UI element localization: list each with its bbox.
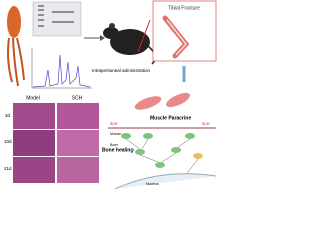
pathway-label: SCH bbox=[202, 122, 210, 126]
row-label: 3d bbox=[5, 113, 11, 118]
protein-node bbox=[135, 149, 145, 155]
row-label: 21d bbox=[4, 166, 12, 171]
pathway-label: Nucleus bbox=[146, 182, 159, 186]
gel-image bbox=[32, 1, 82, 37]
protein-node bbox=[185, 133, 195, 139]
tibial-fracture-label: Tibial Fracture bbox=[168, 5, 200, 11]
nucleus bbox=[114, 173, 217, 190]
mouse-illustration bbox=[103, 19, 156, 65]
histology-image bbox=[13, 130, 55, 156]
histology-image bbox=[57, 103, 99, 129]
panel-frame bbox=[152, 0, 217, 62]
tibial-fracture-panel: Tibial Fracture bbox=[152, 0, 217, 62]
protein-node bbox=[121, 133, 131, 139]
gel-frame bbox=[32, 1, 82, 37]
leg-bone bbox=[166, 19, 187, 56]
chromatogram-trace bbox=[32, 54, 91, 88]
pathway-label: Muscle bbox=[110, 132, 121, 136]
chromatogram-axes bbox=[31, 48, 92, 89]
histology-image bbox=[57, 157, 99, 183]
protein-node bbox=[171, 147, 181, 153]
gel-bands bbox=[38, 5, 74, 27]
muscle-paracrine-label: Muscle Paracrine bbox=[150, 115, 191, 121]
squid-tentacles bbox=[7, 37, 25, 87]
histology-grid: Model SCH 3d 10d 21d bbox=[4, 95, 99, 183]
row-label: 10d bbox=[4, 139, 12, 144]
histology-image bbox=[13, 157, 55, 183]
column-label: SCH bbox=[72, 95, 83, 101]
mouse-ear bbox=[109, 23, 115, 29]
fracture-pointer bbox=[137, 19, 151, 53]
graphical-abstract: Intraperitoneal administration Tibial Fr… bbox=[4, 0, 217, 190]
pathway-diagram: SCH SCH Muscle Bone Nucleus bbox=[108, 122, 217, 190]
pathway-arrows bbox=[125, 138, 199, 177]
protein-node bbox=[155, 162, 165, 168]
intraperitoneal-label: Intraperitoneal administration bbox=[92, 68, 151, 73]
chromatogram bbox=[31, 48, 92, 89]
protein-node bbox=[193, 153, 203, 159]
bone-healing-label: Bone healing bbox=[102, 147, 133, 153]
pathway-label: SCH bbox=[110, 122, 118, 126]
pathway-label: Bone bbox=[110, 143, 118, 147]
squid-mantle bbox=[7, 6, 21, 38]
squid-illustration bbox=[7, 6, 25, 87]
histology-image bbox=[57, 130, 99, 156]
mouse-head bbox=[103, 27, 119, 39]
muscle-tissue bbox=[166, 92, 190, 108]
histology-image bbox=[13, 103, 55, 129]
page: {"figure": { "intraperitoneal": "Intrape… bbox=[4, 0, 217, 190]
column-label: Model bbox=[26, 95, 40, 101]
mouse-body bbox=[110, 29, 150, 55]
muscle-tissue bbox=[134, 96, 162, 110]
protein-node bbox=[143, 133, 153, 139]
arrow-head bbox=[100, 35, 105, 41]
